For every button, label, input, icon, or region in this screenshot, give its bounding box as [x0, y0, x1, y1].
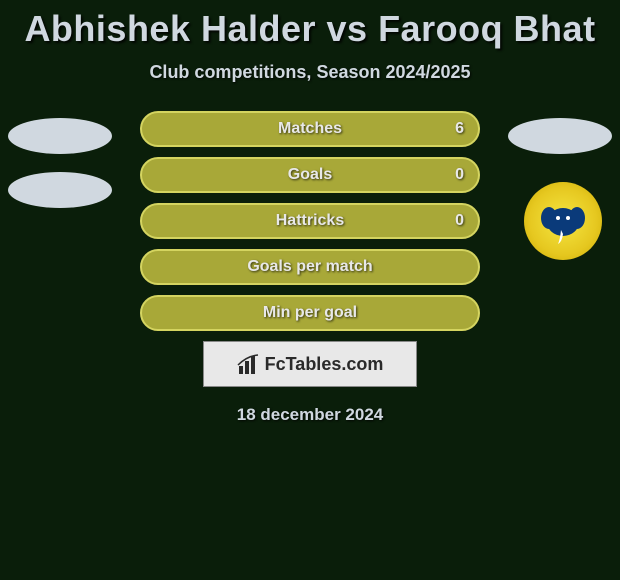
elephant-icon	[538, 196, 588, 246]
placeholder-ellipse	[8, 118, 112, 154]
placeholder-ellipse	[8, 172, 112, 208]
stat-label: Goals per match	[247, 258, 372, 276]
chart-bars-icon	[237, 354, 261, 374]
stat-bar-matches: Matches 6	[140, 111, 480, 147]
left-placeholder-group	[8, 118, 112, 226]
stat-bar-goals: Goals 0	[140, 157, 480, 193]
stat-value-right: 0	[455, 212, 464, 230]
placeholder-ellipse	[508, 118, 612, 154]
date-text: 18 december 2024	[0, 405, 620, 425]
stat-bar-goals-per-match: Goals per match	[140, 249, 480, 285]
stat-value-right: 6	[455, 120, 464, 138]
stat-bar-hattricks: Hattricks 0	[140, 203, 480, 239]
stats-container: Matches 6 Goals 0 Hattricks 0 Goals per …	[140, 111, 480, 331]
stat-label: Matches	[278, 120, 342, 138]
stat-label: Hattricks	[276, 212, 344, 230]
stat-value-right: 0	[455, 166, 464, 184]
brand-logo: FcTables.com	[237, 354, 384, 375]
stat-bar-min-per-goal: Min per goal	[140, 295, 480, 331]
team-badge	[524, 182, 602, 260]
brand-box: FcTables.com	[203, 341, 417, 387]
stat-label: Goals	[288, 166, 332, 184]
season-subtitle: Club competitions, Season 2024/2025	[0, 62, 620, 83]
stat-label: Min per goal	[263, 304, 357, 322]
page-title: Abhishek Halder vs Farooq Bhat	[0, 0, 620, 50]
brand-text: FcTables.com	[265, 354, 384, 375]
